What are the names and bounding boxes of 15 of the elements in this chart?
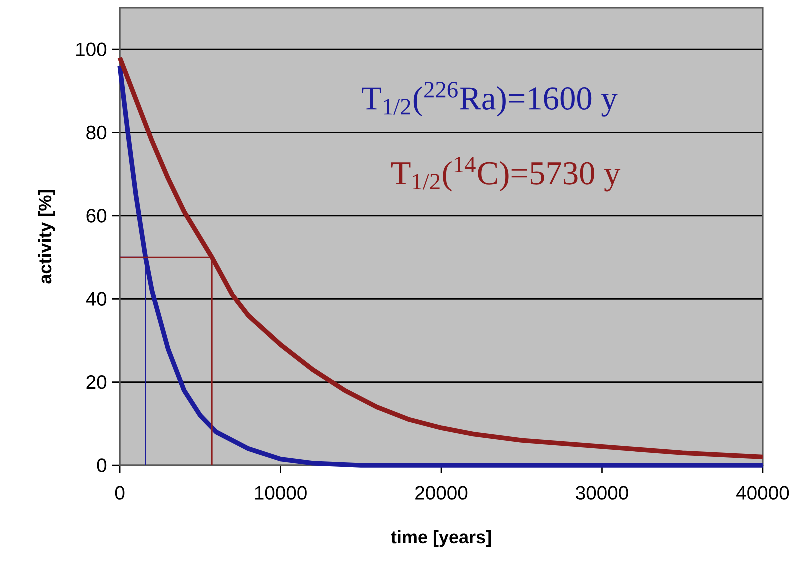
x-axis-title: time [years] [391,530,492,548]
x-tick-label: 30000 [576,486,628,500]
annotation: T$_{1/2}$($^{14}$C)=5730 y [391,157,621,192]
y-tick-label: 0 [97,458,107,472]
annotation: T$_{1/2}$($^{226}$Ra)=1600 y [362,82,618,117]
y-tick-label: 60 [86,209,107,223]
x-tick-label: 0 [115,486,125,500]
y-axis-title: activity [%] [38,190,56,284]
y-tick-label: 100 [76,42,107,56]
y-tick-label: 80 [86,126,107,140]
x-tick-label: 10000 [255,486,307,500]
y-tick-label: 20 [86,376,107,390]
y-tick-label: 40 [86,292,107,306]
x-tick-label: 20000 [416,486,468,500]
x-tick-label: 40000 [736,486,790,500]
